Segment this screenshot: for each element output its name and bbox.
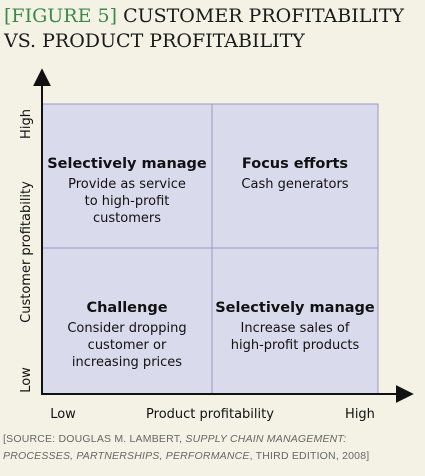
- x-axis-label: Product profitability: [146, 407, 274, 422]
- quadrant-text: high-profit products: [231, 338, 360, 353]
- quadrant-text: increasing prices: [72, 355, 182, 370]
- quadrant-text: customer or: [88, 338, 167, 353]
- source-text: SUPPLY CHAIN MANAGEMENT:: [185, 433, 346, 445]
- title-line: CUSTOMER PROFITABILITY: [123, 5, 404, 27]
- quadrant-title: Challenge: [86, 300, 167, 316]
- source-line: PROCESSES, PARTNERSHIPS, PERFORMANCE, TH…: [3, 450, 369, 462]
- matrix: [41, 103, 379, 395]
- quadrant-text: Cash generators: [241, 177, 348, 192]
- source-line: [SOURCE: DOUGLAS M. LAMBERT, SUPPLY CHAI…: [3, 433, 346, 445]
- quadrant-text: Provide as service: [68, 177, 186, 192]
- quadrant-text: customers: [93, 211, 161, 226]
- y-low: Low: [19, 367, 34, 393]
- figure-title: [FIGURE 5] CUSTOMER PROFITABILITY: [4, 5, 405, 27]
- quadrants: Selectively manage Provide as service to h…: [47, 156, 375, 370]
- quadrant-text: Increase sales of: [241, 321, 350, 336]
- source-text: [SOURCE: DOUGLAS M. LAMBERT,: [3, 433, 185, 445]
- quadrant-title: Focus efforts: [242, 156, 348, 172]
- quadrant-title: Selectively manage: [47, 156, 207, 172]
- title-line: VS. PRODUCT PROFITABILITY: [3, 30, 305, 52]
- source-text: PROCESSES, PARTNERSHIPS, PERFORMANCE: [3, 450, 250, 462]
- figure-tag: [FIGURE 5]: [4, 5, 117, 27]
- quadrant-text: to high-profit: [85, 194, 170, 209]
- y-high: High: [19, 109, 34, 139]
- y-axis-label: Customer profitability: [19, 181, 34, 323]
- quadrant-title: Selectively manage: [215, 300, 375, 316]
- x-high: High: [345, 407, 375, 422]
- x-low: Low: [50, 407, 76, 422]
- quadrant-text: Consider dropping: [67, 321, 186, 336]
- source-text: , THIRD EDITION, 2008]: [250, 450, 370, 462]
